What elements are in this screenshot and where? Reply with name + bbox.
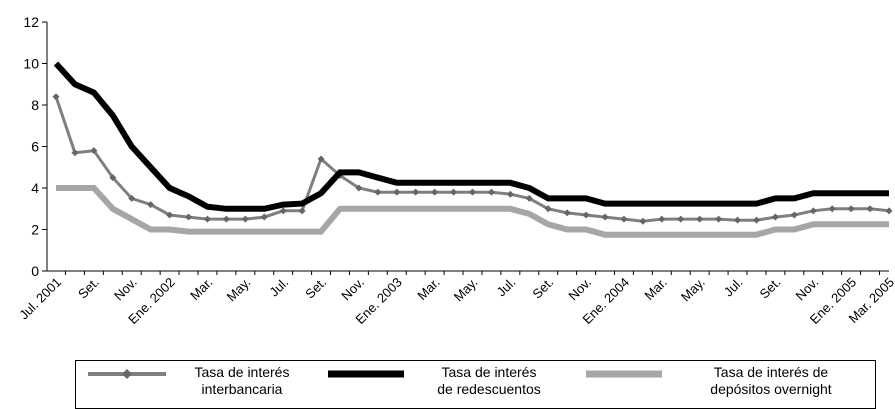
x-tick-label: Mar. [187,275,215,303]
data-point-interbancaria [734,216,742,224]
data-point-interbancaria [166,211,174,219]
data-point-interbancaria [771,213,779,221]
data-point-interbancaria [241,215,249,223]
data-point-interbancaria [298,207,306,215]
x-tick-label: Jul. [721,275,746,300]
y-tick-label: 2 [31,222,39,238]
data-point-interbancaria [506,190,514,198]
data-point-interbancaria [658,215,666,223]
legend-label-line1: Tasa de interés de [713,364,829,380]
data-point-interbancaria [582,211,590,219]
legend-label-line2: interbancaria [201,381,283,397]
legend-label-line1: Tasa de interés [441,364,537,380]
data-point-interbancaria [128,194,136,202]
data-point-interbancaria [620,215,628,223]
data-point-interbancaria [715,215,723,223]
data-point-interbancaria [450,188,458,196]
x-tick-label: Jul. [494,275,519,300]
legend-item-interbancaria: Tasa de interés interbancaria [88,361,318,408]
data-point-interbancaria [639,217,647,225]
data-point-interbancaria [809,207,817,215]
x-tick-label: Set. [757,275,784,302]
x-tick-label: Nov. [793,275,822,304]
legend-swatch-interbancaria [88,369,166,379]
x-tick-label: Jul. 2001 [16,275,64,323]
data-point-interbancaria [544,205,552,213]
data-point-interbancaria [355,184,363,192]
x-axis: Jul. 2001 Set. Nov.Ene. 2002 Mar. May. Jul. Se… [16,270,895,327]
data-point-interbancaria [847,205,855,213]
x-tick-label: Nov. [338,275,367,304]
data-point-interbancaria [790,211,798,219]
legend-item-overnight: Tasa de interés de depósitos overnight [586,361,871,408]
x-tick-label: May. [678,275,708,305]
y-tick-label: 12 [23,14,39,30]
x-tick-label: Nov. [111,275,140,304]
x-tick-label: Jul. [266,275,291,300]
data-point-interbancaria [109,174,117,182]
y-tick-label: 6 [31,139,39,155]
data-point-interbancaria [696,215,704,223]
legend-label-interbancaria: Tasa de interés interbancaria [172,364,312,398]
legend-swatch-redescuentos [328,370,404,378]
data-point-interbancaria [412,188,420,196]
legend-swatch-overnight [586,370,662,378]
y-tick-label: 10 [23,56,39,72]
data-point-interbancaria [431,188,439,196]
data-point-interbancaria [677,215,685,223]
x-tick-label: Nov. [565,275,594,304]
data-point-interbancaria [52,93,60,101]
series-line-overnight [56,185,889,238]
legend-item-redescuentos: Tasa de interés de redescuentos [328,361,588,408]
data-point-interbancaria [90,147,98,155]
data-point-interbancaria [374,188,382,196]
legend-label-line2: depósitos overnight [710,381,832,397]
data-point-interbancaria [185,213,193,221]
data-point-interbancaria [563,209,571,217]
data-point-interbancaria [203,215,211,223]
data-point-interbancaria [317,155,325,163]
data-point-interbancaria [71,149,79,157]
y-axis: 0 2 4 6 8 10 12 [23,14,48,279]
y-tick-label: 8 [31,97,39,113]
x-tick-label: Mar. [641,275,669,303]
data-point-interbancaria [487,188,495,196]
x-tick-label: Mar. [414,275,442,303]
x-tick-label: Set. [75,275,102,302]
x-tick-label: Set. [529,275,556,302]
legend-label-overnight: Tasa de interés de depósitos overnight [686,364,856,398]
series-layer [52,61,893,238]
legend: Tasa de interés interbancaria Tasa de in… [75,360,876,409]
y-tick-label: 0 [31,263,39,279]
legend-label-redescuentos: Tasa de interés de redescuentos [414,364,564,398]
data-point-interbancaria [393,188,401,196]
legend-label-line2: de redescuentos [437,381,541,397]
y-tick-label: 4 [31,180,39,196]
legend-label-line1: Tasa de interés [194,364,290,380]
data-point-interbancaria [260,213,268,221]
data-point-interbancaria [222,215,230,223]
data-point-interbancaria [469,188,476,196]
data-point-interbancaria [828,205,836,213]
x-tick-label: May. [451,275,481,305]
data-point-interbancaria [279,207,287,215]
data-point-interbancaria [601,213,609,221]
series-line-redescuentos [53,61,889,212]
data-point-interbancaria [147,201,155,209]
data-point-interbancaria [525,194,533,202]
x-tick-label: Set. [302,275,329,302]
data-point-interbancaria [885,207,893,215]
data-point-interbancaria [866,205,874,213]
x-tick-label: May. [224,275,254,305]
data-point-interbancaria [752,216,760,224]
